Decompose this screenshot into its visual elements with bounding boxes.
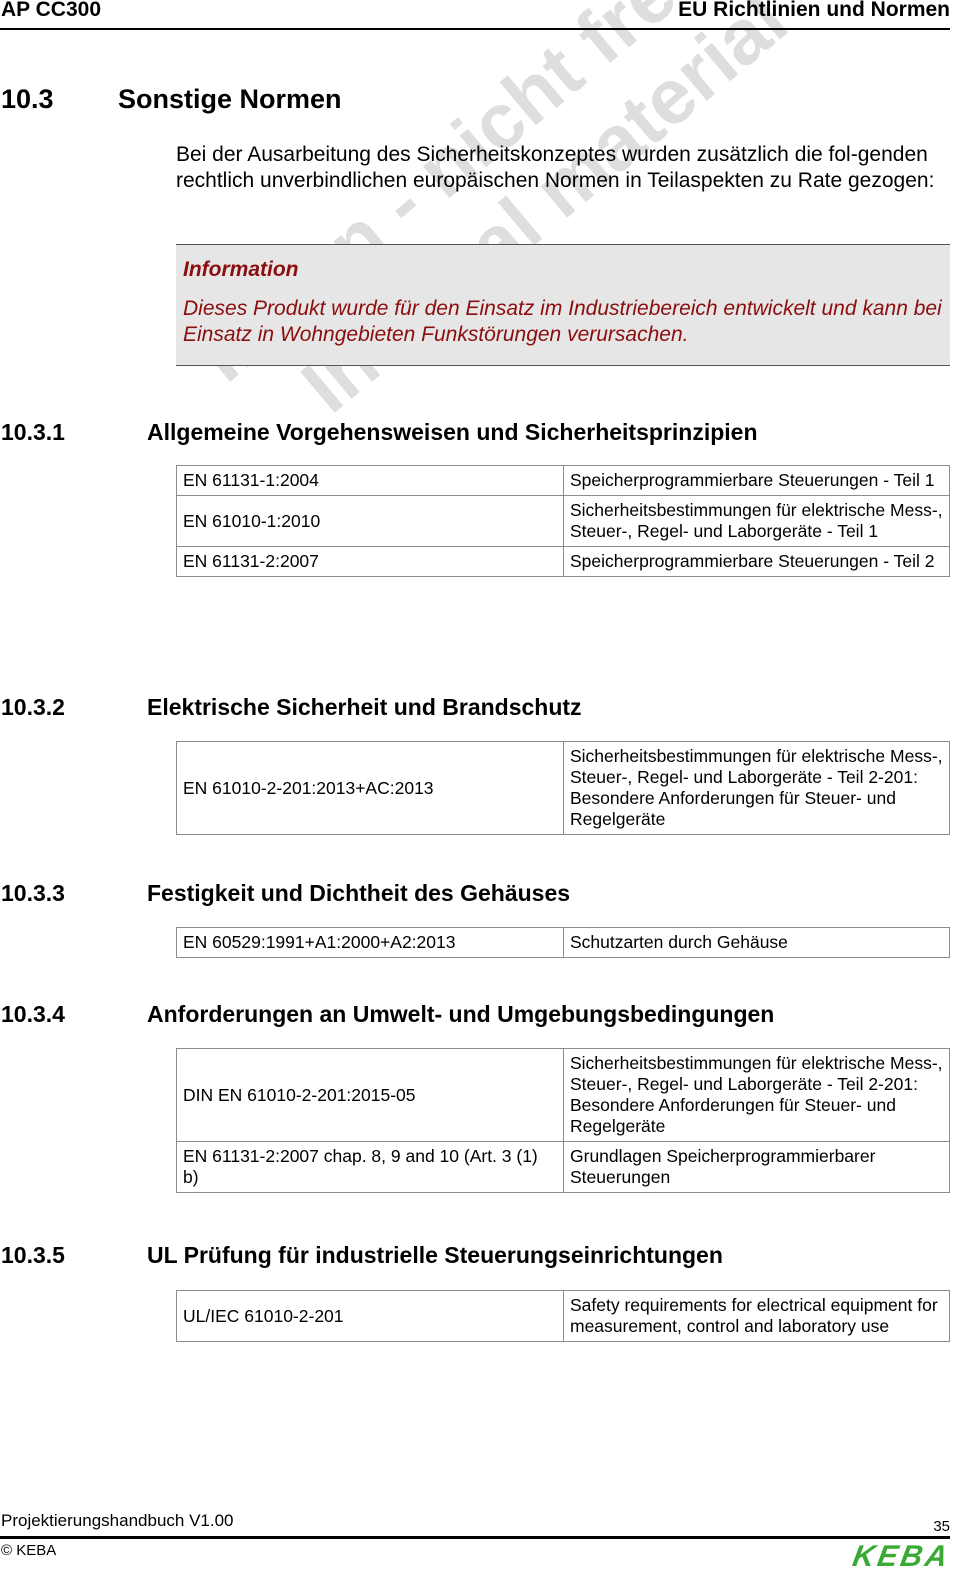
standard-id: EN 61131-1:2004 [176,465,564,496]
standards-table: EN 60529:1991+A1:2000+A2:2013 Schutzarten… [176,927,950,958]
copyright: © KEBA [1,1542,57,1559]
subsection-heading: 10.3.2 Elektrische Sicherheit und Brandsc… [1,694,582,720]
subsection-heading: 10.3.3 Festigkeit und Dichtheit des Gehäu… [1,880,571,906]
product-name: AP CC300 [1,0,101,21]
section-heading: 10.3 Sonstige Normen [1,84,342,114]
standards-table: UL/IEC 61010-2-201 Safety requirements fo… [176,1290,950,1342]
table-row: EN 61010-2-201:2013+AC:2013 Sicherheitsbe… [176,741,950,835]
standard-id: DIN EN 61010-2-201:2015-05 [176,1048,564,1142]
standard-id: EN 60529:1991+A1:2000+A2:2013 [176,927,564,958]
table-row: EN 61131-1:2004 Speicherprogrammierbare S… [176,465,950,496]
standard-description: Grundlagen Speicherprogrammierbarer Steu… [563,1141,950,1193]
standards-table: EN 61010-2-201:2013+AC:2013 Sicherheitsbe… [176,741,950,835]
page-header: AP CC300 EU Richtlinien und Normen [0,0,950,30]
table-row: UL/IEC 61010-2-201 Safety requirements fo… [176,1290,950,1342]
table-row: EN 60529:1991+A1:2000+A2:2013 Schutzarten… [176,927,950,958]
table-row: EN 61010-1:2010 Sicherheitsbestimmungen f… [176,495,950,547]
subsection-heading: 10.3.4 Anforderungen an Umwelt- und Umgeb… [1,1001,775,1027]
page-number: 35 [933,1518,950,1535]
intro-paragraph: Bei der Ausarbeitung des Sicherheitskonz… [176,143,935,192]
subsection-heading: 10.3.5 UL Prüfung für industrielle Steuer… [1,1242,723,1268]
standard-description: Sicherheitsbestimmungen für elektrische … [563,495,950,547]
standard-id: EN 61010-2-201:2013+AC:2013 [176,741,564,835]
subsection-heading: 10.3.1 Allgemeine Vorgehensweisen und Sic… [1,419,758,445]
standard-description: Sicherheitsbestimmungen für elektrische … [563,1048,950,1142]
chapter-title: EU Richtlinien und Normen [678,0,950,21]
standards-table: EN 61131-1:2004 Speicherprogrammierbare S… [176,465,950,577]
table-row: DIN EN 61010-2-201:2015-05 Sicherheitsbes… [176,1048,950,1142]
standard-description: Speicherprogrammierbare Steuerungen - Te… [563,546,950,577]
standard-description: Sicherheitsbestimmungen für elektrische … [563,741,950,835]
watermark: Intern - nicht freigegeben Internal mate… [180,0,957,429]
standard-id: UL/IEC 61010-2-201 [176,1290,564,1342]
info-title: Information [183,258,299,281]
document-title: Projektierungshandbuch V1.00 [1,1511,234,1530]
information-box: Information Dieses Produkt wurde für den… [176,244,950,366]
standard-description: Safety requirements for electrical equip… [563,1290,950,1342]
table-row: EN 61131-2:2007 Speicherprogrammierbare S… [176,546,950,577]
keba-logo: KEBA [850,1540,953,1573]
info-text: Dieses Produkt wurde für den Einsatz im … [183,297,942,346]
standard-id: EN 61131-2:2007 [176,546,564,577]
standard-description: Schutzarten durch Gehäuse [563,927,950,958]
standard-id: EN 61131-2:2007 chap. 8, 9 and 10 (Art. … [176,1141,564,1193]
table-row: EN 61131-2:2007 chap. 8, 9 and 10 (Art. … [176,1141,950,1193]
footer-divider [0,1536,950,1539]
standard-description: Speicherprogrammierbare Steuerungen - Te… [563,465,950,496]
standards-table: DIN EN 61010-2-201:2015-05 Sicherheitsbes… [176,1048,950,1193]
standard-id: EN 61010-1:2010 [176,495,564,547]
